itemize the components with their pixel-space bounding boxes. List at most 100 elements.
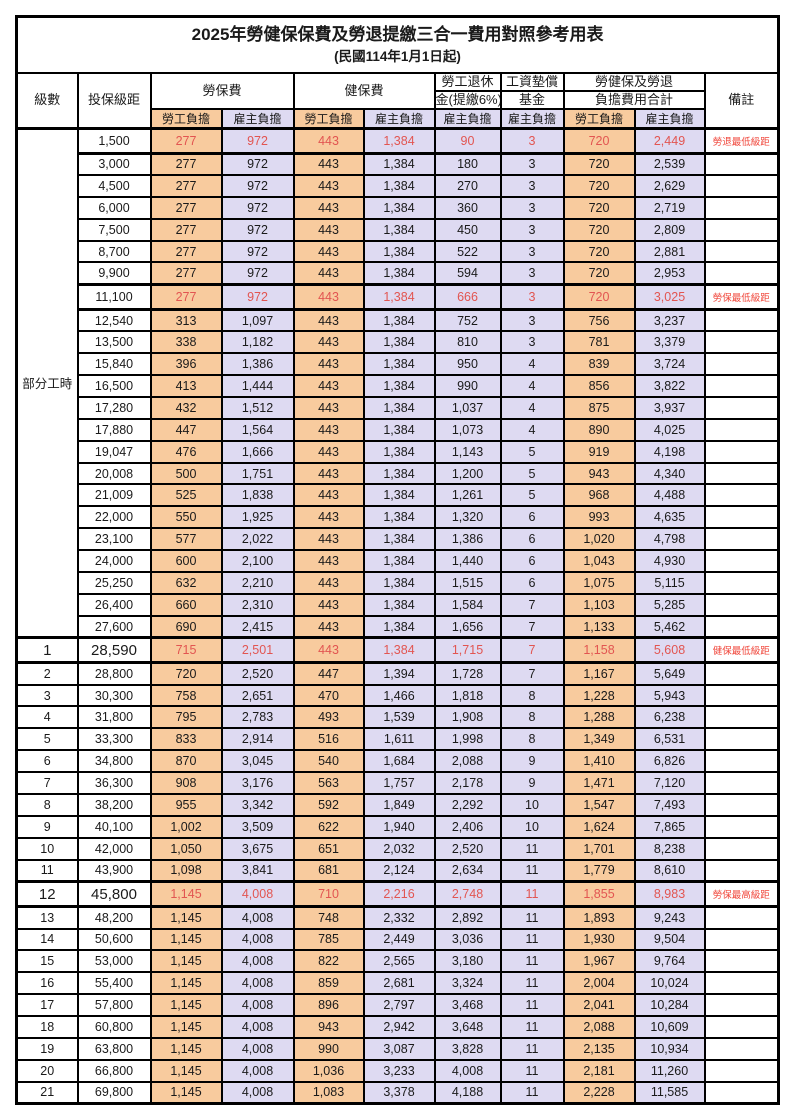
remark-cell [703,1058,780,1083]
level-cell: 4 [15,705,79,730]
remark-cell [703,949,780,974]
level-cell: 8 [15,793,79,817]
health-employer-cell: 1,384 [362,282,436,311]
health-employer-cell: 1,384 [362,239,436,264]
labor-employer-cell: 972 [220,261,295,286]
labor-employer-cell: 3,841 [220,858,295,883]
health-employee-cell: 443 [292,571,365,595]
subheader-pension-employer: 雇主負擔 [433,107,502,130]
labor-employer-cell: 972 [220,126,295,155]
table-row: 2 28,800 720 2,520 447 1,394 1,728 7 1,167 5,649 [15,661,780,686]
remark-cell: 勞退最低級距 [703,126,780,155]
labor-employee-cell: 277 [149,173,223,198]
pension-employer-cell: 1,440 [433,549,502,574]
health-employee-cell: 443 [292,173,365,198]
total-employer-cell: 8,238 [633,836,706,861]
bracket-cell: 31,800 [76,705,152,730]
pension-employer-cell: 3,036 [433,927,502,952]
table-row: 12,540 313 1,097 443 1,384 752 3 756 3,237 [17,308,780,333]
bracket-cell: 45,800 [76,880,152,909]
pension-employer-cell: 1,037 [433,395,502,420]
remark-cell [703,505,780,530]
health-employee-cell: 493 [292,705,365,730]
level-cell: 10 [15,836,79,861]
labor-employer-cell: 972 [220,282,295,311]
labor-employee-cell: 1,145 [149,971,223,996]
health-employee-cell: 443 [292,152,365,176]
pension-employer-cell: 1,656 [433,614,502,639]
remark-cell [703,217,780,242]
total-employer-cell: 2,953 [633,261,706,286]
total-employee-cell: 1,349 [562,727,636,752]
labor-employee-cell: 715 [149,636,223,665]
health-employer-cell: 1,849 [362,793,436,817]
wagefund-employer-cell: 10 [499,814,565,839]
health-employer-cell: 2,032 [362,836,436,861]
health-employer-cell: 1,384 [362,614,436,639]
labor-employee-cell: 1,145 [149,905,223,930]
col-header-health-insurance: 健保費 [292,71,436,110]
col-header-wagefund-line1: 工資墊償 [499,71,565,92]
remark-cell [703,571,780,595]
wagefund-employer-cell: 11 [499,971,565,996]
health-employee-cell: 516 [292,727,365,752]
table-row: 20,008 500 1,751 443 1,384 1,200 5 943 4,340 [17,461,780,486]
labor-employee-cell: 1,145 [149,880,223,909]
total-employer-cell: 4,198 [633,439,706,464]
pension-employer-cell: 1,728 [433,661,502,686]
total-employee-cell: 968 [562,483,636,508]
health-employer-cell: 1,384 [362,126,436,155]
total-employer-cell: 3,724 [633,352,706,377]
bracket-cell: 57,800 [76,993,152,1018]
total-employee-cell: 720 [562,126,636,155]
subheader-wagefund-employer: 雇主負擔 [499,107,565,130]
pension-employer-cell: 1,386 [433,527,502,552]
pension-employer-cell: 1,818 [433,683,502,708]
premium-reference-table: 2025年勞健保保費及勞退提繳三合一費用對照參考用表 (民國114年1月1日起)… [15,15,781,1106]
bracket-cell: 36,300 [76,771,152,796]
total-employee-cell: 2,041 [562,993,636,1018]
total-employer-cell: 7,120 [633,771,706,796]
pension-employer-cell: 2,178 [433,771,502,796]
labor-employee-cell: 1,145 [149,927,223,952]
wagefund-employer-cell: 9 [499,771,565,796]
bracket-cell: 6,000 [76,195,152,220]
wagefund-employer-cell: 4 [499,395,565,420]
pension-employer-cell: 1,515 [433,571,502,595]
total-employer-cell: 3,379 [633,330,706,355]
total-employee-cell: 1,930 [562,927,636,952]
level-cell: 1 [15,636,79,665]
table-row: 17,280 432 1,512 443 1,384 1,037 4 875 3,937 [17,395,780,420]
page-title: 2025年勞健保保費及勞退提繳三合一費用對照參考用表 [191,25,604,45]
pension-employer-cell: 2,748 [433,880,502,909]
labor-employer-cell: 2,210 [220,571,295,595]
health-employer-cell: 1,384 [362,374,436,398]
table-row: 24,000 600 2,100 443 1,384 1,440 6 1,043 4,930 [17,549,780,574]
total-employee-cell: 993 [562,505,636,530]
pension-employer-cell: 2,406 [433,814,502,839]
subheader-total-employee: 勞工負擔 [562,107,636,130]
title-row: 2025年勞健保保費及勞退提繳三合一費用對照參考用表 (民國114年1月1日起) [15,15,780,74]
bracket-cell: 69,800 [76,1080,152,1105]
labor-employee-cell: 795 [149,705,223,730]
remark-cell [703,352,780,377]
health-employee-cell: 443 [292,636,365,665]
table-row: 3,000 277 972 443 1,384 180 3 720 2,539 [17,152,780,176]
labor-employee-cell: 690 [149,614,223,639]
labor-employer-cell: 2,022 [220,527,295,552]
pension-employer-cell: 3,648 [433,1015,502,1039]
bracket-cell: 34,800 [76,749,152,774]
health-employer-cell: 1,394 [362,661,436,686]
pension-employer-cell: 450 [433,217,502,242]
wagefund-employer-cell: 7 [499,614,565,639]
labor-employer-cell: 972 [220,173,295,198]
health-employee-cell: 443 [292,282,365,311]
total-employee-cell: 1,471 [562,771,636,796]
level-cell: 18 [15,1015,79,1039]
health-employee-cell: 822 [292,949,365,974]
total-employee-cell: 720 [562,282,636,311]
page-subtitle: (民國114年1月1日起) [334,49,461,65]
bracket-cell: 1,500 [76,126,152,155]
labor-employee-cell: 1,002 [149,814,223,839]
total-employee-cell: 943 [562,461,636,486]
